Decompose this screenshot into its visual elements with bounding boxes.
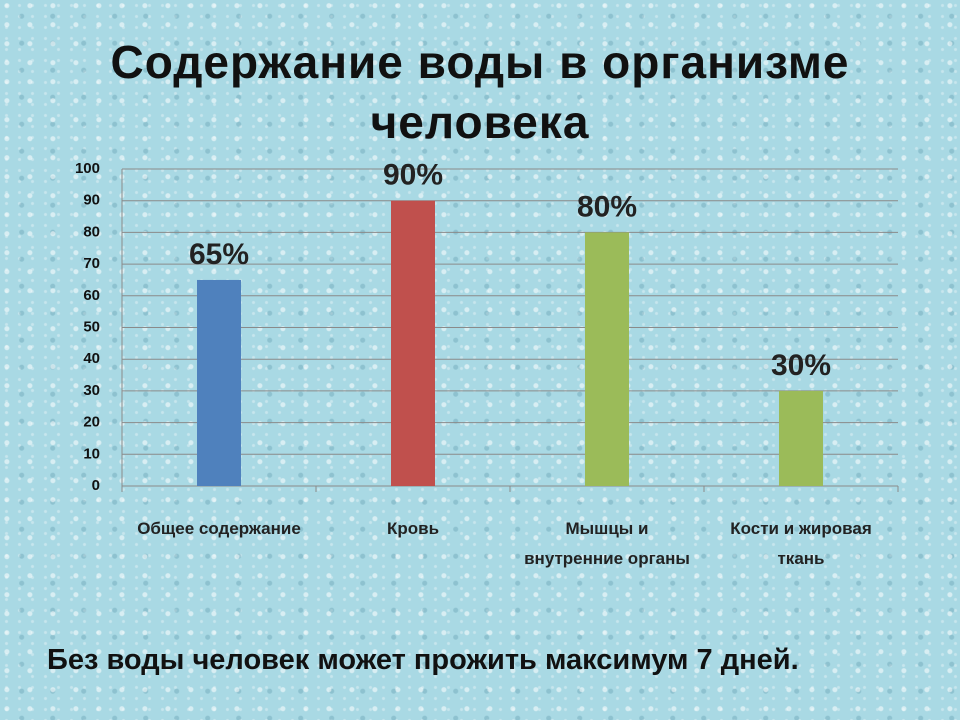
y-tick-label: 100 xyxy=(75,160,100,177)
bar xyxy=(391,200,435,486)
y-tick-label: 10 xyxy=(83,445,100,462)
y-tick-label: 60 xyxy=(83,287,100,304)
value-label: 80% xyxy=(577,190,637,223)
y-tick-label: 80 xyxy=(83,223,100,240)
x-tick-label: Мышцы и внутренние органы xyxy=(524,519,690,568)
chart-title: Содержание воды в организме человека xyxy=(110,36,850,148)
y-tick-label: 90 xyxy=(83,192,100,209)
value-label: 90% xyxy=(383,159,443,192)
annotation: Без воды человек может прожить максимум … xyxy=(47,644,799,676)
x-tick-label: Кости и жировая ткань xyxy=(730,519,872,568)
y-tick-label: 30 xyxy=(83,382,100,399)
x-tick-label: Общее содержание xyxy=(137,519,301,538)
value-label: 30% xyxy=(771,349,831,382)
bar xyxy=(197,279,241,486)
bar xyxy=(585,232,629,486)
value-label: 65% xyxy=(189,238,249,271)
y-tick-label: 70 xyxy=(83,255,100,272)
y-tick-label: 20 xyxy=(83,414,100,431)
y-tick-label: 0 xyxy=(92,477,100,494)
y-tick-label: 50 xyxy=(83,318,100,335)
y-tick-label: 40 xyxy=(83,350,100,367)
x-tick-label: Кровь xyxy=(386,519,440,538)
bar xyxy=(779,390,823,486)
